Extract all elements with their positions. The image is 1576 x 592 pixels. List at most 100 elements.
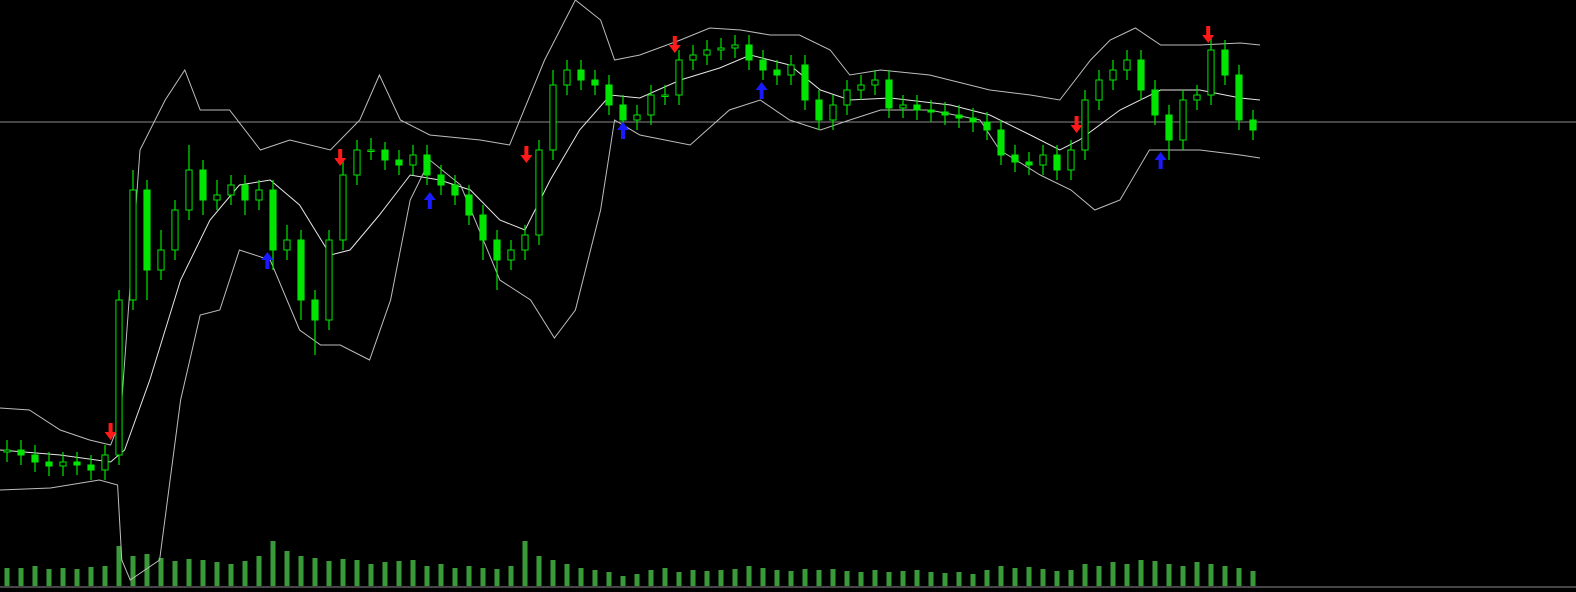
candle-body	[1011, 154, 1019, 163]
candle-body	[171, 209, 179, 251]
candle-body	[129, 189, 137, 301]
candle-body	[731, 44, 739, 49]
volume-bar	[802, 569, 808, 586]
candle-body	[437, 174, 445, 186]
volume-bar	[1124, 564, 1130, 586]
candle-body	[591, 79, 599, 86]
candle-body	[283, 239, 291, 251]
candle-body	[983, 121, 991, 131]
volume-bar	[690, 570, 696, 586]
candle-body	[675, 59, 683, 96]
volume-bar	[606, 572, 612, 586]
volume-bar	[1026, 567, 1032, 586]
candle-body	[227, 184, 235, 196]
volume-bar	[326, 561, 332, 586]
candle-body	[1221, 49, 1229, 76]
candle-body	[1109, 69, 1117, 81]
candle-body	[1207, 49, 1215, 96]
candle-body	[1067, 149, 1075, 171]
volume-bar	[172, 561, 178, 586]
volume-bar	[634, 574, 640, 586]
candle-body	[479, 214, 487, 241]
candle-body	[31, 454, 39, 463]
volume-bar	[1138, 560, 1144, 586]
candle-body	[1123, 59, 1131, 71]
candle-body	[913, 104, 921, 111]
candle-body	[745, 44, 753, 61]
volume-bar	[256, 556, 262, 586]
candle-body	[689, 54, 697, 61]
candle-body	[451, 184, 459, 196]
volume-bar	[1152, 561, 1158, 586]
volume-bar	[522, 541, 528, 586]
volume-bar	[732, 569, 738, 586]
volume-bar	[830, 569, 836, 586]
volume-bar	[704, 571, 710, 586]
volume-bar	[1180, 566, 1186, 586]
volume-bar	[914, 570, 920, 586]
candle-body	[1235, 74, 1243, 121]
candle-body	[59, 461, 67, 467]
candle-body	[703, 49, 711, 56]
volume-bar	[760, 568, 766, 586]
candle-body	[101, 454, 109, 471]
volume-bar	[746, 566, 752, 586]
volume-bar	[1096, 566, 1102, 586]
volume-bar	[354, 560, 360, 586]
candle-body	[185, 169, 193, 211]
volume-bar	[228, 564, 234, 586]
volume-bar	[452, 568, 458, 586]
candle-body	[73, 461, 81, 466]
candle-body	[507, 249, 515, 261]
volume-bar	[382, 562, 388, 586]
signal-arrow	[1202, 26, 1215, 43]
candle-body	[269, 189, 277, 251]
candle-body	[801, 64, 809, 101]
volume-bar	[368, 564, 374, 586]
candle-body	[899, 104, 907, 109]
signal-arrow	[423, 192, 436, 209]
candle-body	[787, 64, 795, 76]
volume-bar	[970, 574, 976, 586]
volume-bar	[998, 566, 1004, 586]
volume-bar	[942, 573, 948, 586]
volume-bar	[956, 572, 962, 586]
candle-body	[941, 111, 949, 116]
volume-bar	[550, 560, 556, 586]
candle-body	[1151, 89, 1159, 116]
volume-bar	[578, 568, 584, 586]
candle-body	[661, 94, 669, 97]
candle-body	[143, 189, 151, 271]
candle-body	[1039, 154, 1047, 166]
candle-body	[1081, 99, 1089, 151]
volume-bar	[900, 571, 906, 586]
candle-body	[381, 149, 389, 161]
signal-arrow	[520, 146, 533, 163]
candle-body	[647, 94, 655, 116]
signal-arrow	[1154, 152, 1167, 169]
volume-bar	[1068, 570, 1074, 586]
candle-body	[759, 59, 767, 71]
candle-body	[1249, 119, 1257, 131]
volume-bar	[536, 556, 542, 586]
volume-bar	[1250, 571, 1256, 586]
candle-body	[3, 449, 11, 453]
volume-bar	[620, 576, 626, 586]
candle-body	[885, 79, 893, 109]
candle-body	[1137, 59, 1145, 91]
volume-bar	[648, 570, 654, 586]
volume-bar	[200, 560, 206, 586]
candle-body	[395, 159, 403, 166]
volume-bar	[214, 562, 220, 586]
volume-bar	[1208, 564, 1214, 586]
candle-body	[997, 129, 1005, 156]
volume-bar	[984, 570, 990, 586]
volume-bar	[466, 566, 472, 586]
candle-body	[339, 174, 347, 241]
candle-body	[157, 249, 165, 271]
candle-body	[17, 449, 25, 456]
candle-body	[297, 239, 305, 301]
volume-bar	[410, 560, 416, 586]
